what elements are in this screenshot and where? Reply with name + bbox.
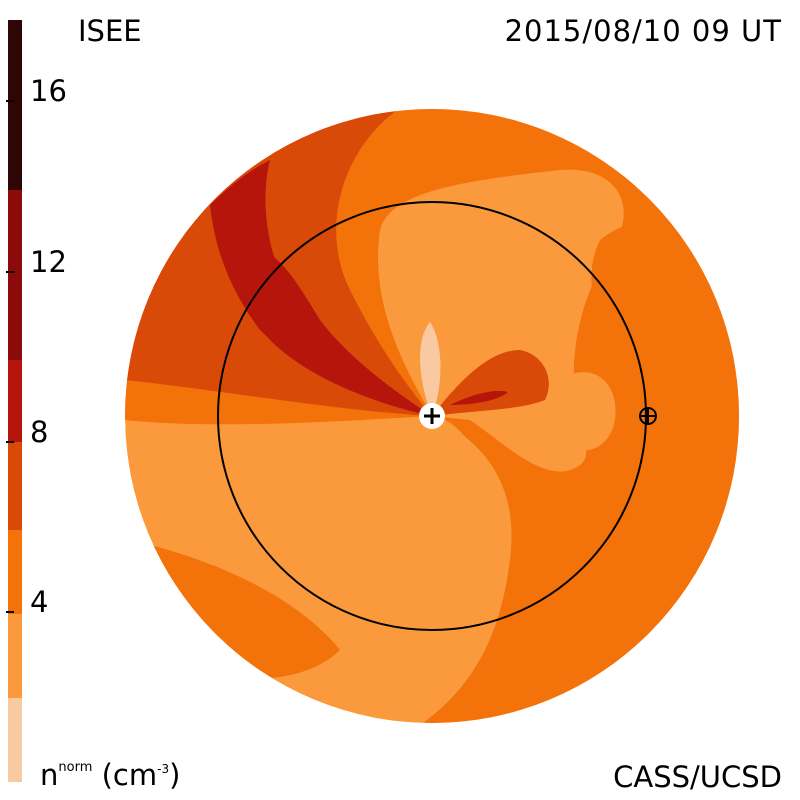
- density-region-low-streamer: [420, 322, 441, 416]
- colorbar: [6, 20, 22, 782]
- colorbar-tick-label-8: 8: [30, 415, 49, 449]
- density-region-very-high-ne: [450, 390, 508, 405]
- credit-label: CASS/UCSD: [613, 760, 782, 794]
- sun-marker: [419, 403, 445, 429]
- colorbar-band-16-18: [8, 20, 22, 190]
- density-region-high-ne: [432, 350, 549, 416]
- colorbar-tick-label-4: 4: [30, 585, 49, 619]
- density-region-light-east: [554, 372, 616, 451]
- colorbar-tick-label-16: 16: [30, 74, 67, 108]
- density-region-very-high-inner: [238, 248, 432, 416]
- earth-marker-icon: [639, 407, 657, 425]
- density-region-high-west: [125, 210, 432, 416]
- source-label: ISEE: [78, 14, 142, 48]
- timestamp-label: 2015/08/10 09 UT: [504, 14, 782, 48]
- colorbar-band-6-8: [8, 442, 22, 530]
- colorbar-band-12-16: [8, 190, 22, 360]
- density-region-medium-east: [560, 220, 735, 577]
- colorbar-band-2-4: [8, 614, 22, 698]
- colorbar-unit-label: nnorm (cm-3): [40, 758, 181, 792]
- colorbar-band-0-2: [8, 698, 22, 782]
- colorbar-tick-label-12: 12: [30, 245, 67, 279]
- density-region-very-high: [210, 160, 432, 416]
